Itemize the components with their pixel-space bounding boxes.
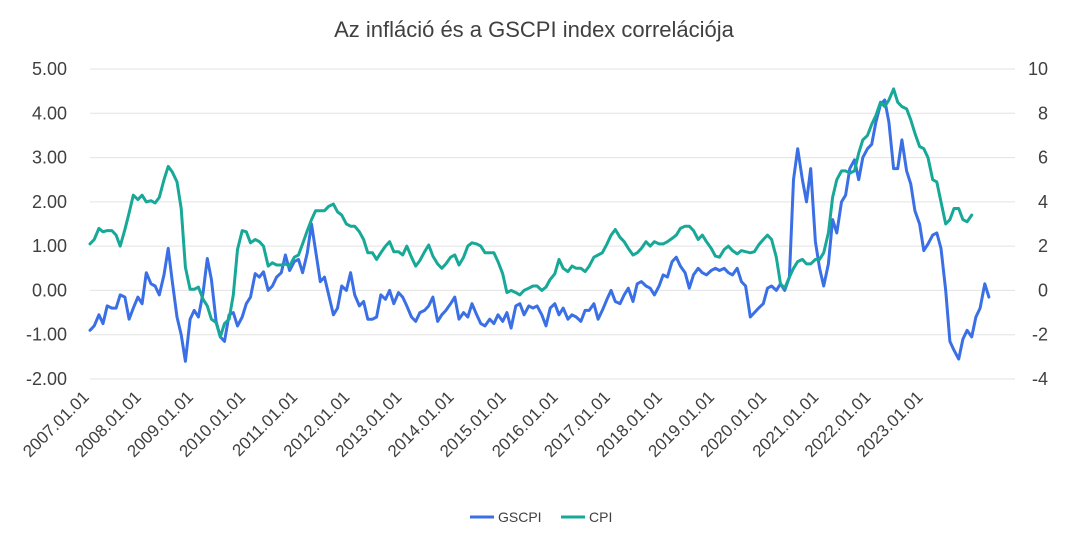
left-tick-label: 3.00	[32, 148, 67, 168]
left-tick-label: 5.00	[32, 59, 67, 79]
right-tick-label: 8	[1038, 103, 1048, 123]
right-tick-label: 10	[1028, 59, 1048, 79]
chart-title: Az infláció és a GSCPI index correlációj…	[334, 17, 735, 42]
series-lines	[88, 87, 991, 363]
gridlines	[90, 68, 1015, 380]
legend-label: GSCPI	[498, 509, 542, 525]
left-tick-label: 1.00	[32, 236, 67, 256]
left-tick-label: 4.00	[32, 103, 67, 123]
left-tick-label: 2.00	[32, 192, 67, 212]
left-tick-label: -1.00	[26, 325, 67, 345]
right-y-axis: 10 8 6 4 2 0 -2 -4	[1028, 59, 1048, 389]
x-axis: 2007.01.012008.01.012009.01.012010.01.01…	[19, 387, 926, 461]
left-tick-label: -2.00	[26, 369, 67, 389]
series-line-gscpi	[88, 98, 991, 363]
right-tick-label: 0	[1038, 280, 1048, 300]
right-tick-label: -4	[1032, 369, 1048, 389]
right-tick-label: 4	[1038, 192, 1048, 212]
legend-label: CPI	[589, 509, 612, 525]
right-tick-label: 6	[1038, 148, 1048, 168]
series-line-cpi	[88, 87, 974, 339]
left-y-axis: 5.00 4.00 3.00 2.00 1.00 0.00 -1.00 -2.00	[26, 59, 67, 389]
right-tick-label: 2	[1038, 236, 1048, 256]
legend: GSCPI CPI	[470, 509, 612, 525]
right-tick-label: -2	[1032, 325, 1048, 345]
left-tick-label: 0.00	[32, 280, 67, 300]
